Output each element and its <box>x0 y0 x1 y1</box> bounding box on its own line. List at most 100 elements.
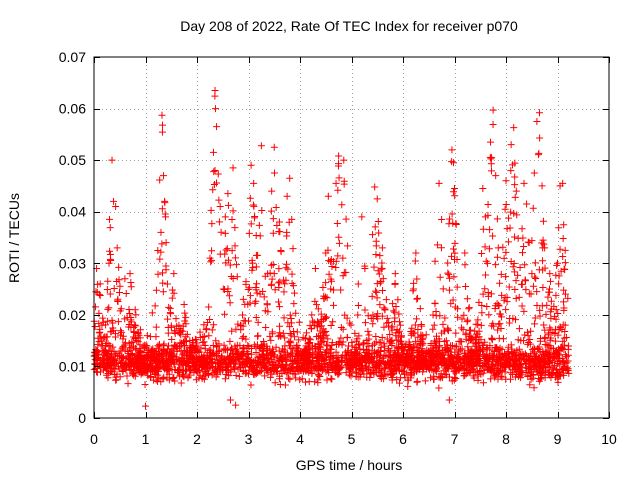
data-point <box>477 321 485 329</box>
data-point <box>360 339 368 347</box>
y-tick-label: 0.02 <box>59 307 86 323</box>
data-point <box>263 365 271 373</box>
data-point <box>505 214 513 222</box>
data-point <box>165 303 173 311</box>
data-point-peak <box>275 218 283 226</box>
data-point <box>339 351 347 359</box>
data-point <box>413 275 421 283</box>
data-point <box>231 224 239 232</box>
data-point <box>240 333 248 341</box>
data-point <box>416 339 424 347</box>
data-point <box>332 368 340 376</box>
data-point <box>104 340 112 348</box>
data-point <box>164 355 172 363</box>
data-point <box>507 167 515 175</box>
data-point-peak <box>488 154 496 162</box>
data-point <box>264 347 272 355</box>
data-point <box>381 305 389 313</box>
data-point <box>267 280 275 288</box>
data-point <box>447 252 455 260</box>
data-point <box>523 364 531 372</box>
data-point <box>463 318 471 326</box>
data-point <box>97 334 105 342</box>
data-point <box>471 327 479 335</box>
data-point-peak <box>332 179 340 187</box>
data-point <box>390 366 398 374</box>
data-point <box>287 331 295 339</box>
data-point <box>166 309 174 317</box>
data-point <box>518 302 526 310</box>
data-point <box>154 270 162 278</box>
data-point <box>268 370 276 378</box>
data-point <box>156 352 164 360</box>
data-point <box>525 338 533 346</box>
data-point-peak <box>268 187 276 195</box>
data-point <box>267 336 275 344</box>
data-point <box>276 303 284 311</box>
data-point <box>179 367 187 375</box>
data-point <box>98 321 106 329</box>
data-point <box>115 276 123 284</box>
data-point <box>324 366 332 374</box>
data-point <box>219 359 227 367</box>
data-point <box>515 293 523 301</box>
data-point <box>263 367 271 375</box>
data-point <box>177 379 185 387</box>
data-point <box>131 372 139 380</box>
data-point <box>92 303 100 311</box>
data-point-peak <box>229 164 237 172</box>
data-point <box>430 344 438 352</box>
data-point <box>338 358 346 366</box>
data-point <box>224 201 232 209</box>
data-point <box>419 368 427 376</box>
data-point <box>561 246 569 254</box>
x-tick-label: 4 <box>296 431 304 447</box>
data-point <box>397 338 405 346</box>
data-point <box>107 256 115 264</box>
data-point <box>125 305 133 313</box>
data-point <box>408 369 416 377</box>
data-point <box>252 369 260 377</box>
data-point <box>273 222 281 230</box>
data-point <box>308 311 316 319</box>
x-axis-label: GPS time / hours <box>296 457 403 473</box>
data-point <box>246 292 254 300</box>
data-point <box>288 270 296 278</box>
data-point <box>432 353 440 361</box>
data-point <box>394 296 402 304</box>
data-point <box>560 286 568 294</box>
data-point-peak <box>160 172 168 180</box>
data-point <box>296 376 304 384</box>
data-point <box>411 365 419 373</box>
data-point <box>165 359 173 367</box>
data-point-peak <box>358 213 366 221</box>
data-point <box>493 300 501 308</box>
data-point <box>317 310 325 318</box>
data-point <box>522 286 530 294</box>
data-point <box>457 324 465 332</box>
data-point <box>267 207 275 215</box>
data-point-peak <box>209 148 217 156</box>
data-point <box>513 211 521 219</box>
data-point <box>544 341 552 349</box>
data-point <box>548 370 556 378</box>
data-point <box>370 354 378 362</box>
data-point <box>266 269 274 277</box>
data-point <box>353 369 361 377</box>
data-point-peak <box>523 200 531 208</box>
data-point <box>238 334 246 342</box>
y-tick-label: 0.07 <box>59 49 86 65</box>
data-point <box>430 321 438 329</box>
data-point <box>124 380 132 388</box>
data-point <box>470 374 478 382</box>
data-point <box>489 232 497 240</box>
data-point <box>323 313 331 321</box>
data-point <box>417 352 425 360</box>
data-point <box>242 278 250 286</box>
data-point <box>354 280 362 288</box>
data-points <box>90 87 573 410</box>
data-point <box>555 347 563 355</box>
data-point <box>231 254 239 262</box>
axis-ticks: 0 1 2 3 4 5 6 7 8 9 10 0 0.01 0.02 0.03 0.04 0.05 0.06 0.0… <box>59 49 617 447</box>
data-point <box>355 332 363 340</box>
